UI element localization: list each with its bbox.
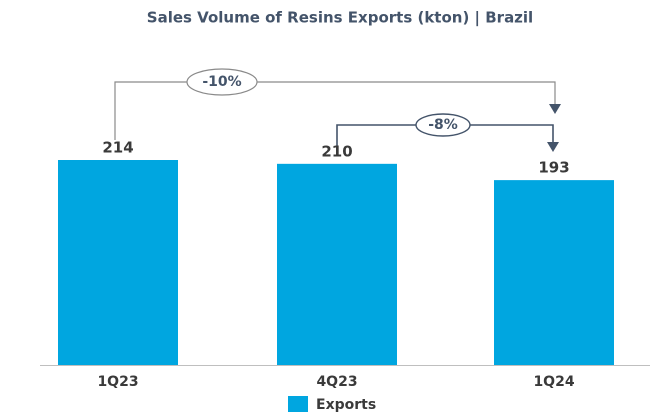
bar (494, 180, 614, 365)
data-label: 193 (538, 159, 569, 177)
annotation-text: -8% (428, 117, 458, 133)
annotation-8: -8% (336, 113, 559, 152)
legend-label: Exports (316, 397, 376, 413)
chart-title: Sales Volume of Resins Exports (kton) | … (147, 9, 533, 28)
connector (114, 81, 556, 140)
x-tick-label: 1Q24 (533, 374, 574, 390)
annotation-bubble (186, 68, 258, 96)
x-tick-label: 1Q23 (97, 374, 138, 390)
bar (277, 163, 397, 365)
arrow-head (547, 142, 559, 152)
data-label: 210 (321, 142, 352, 160)
x-tick-label: 4Q23 (316, 374, 357, 390)
data-label: 214 (102, 139, 133, 157)
legend-swatch (288, 396, 308, 412)
annotation-text: -10% (202, 74, 241, 90)
annotation-bubble (415, 113, 471, 137)
bar (58, 160, 178, 365)
annotation-10: -10% (114, 68, 561, 140)
arrow-head (549, 104, 561, 114)
